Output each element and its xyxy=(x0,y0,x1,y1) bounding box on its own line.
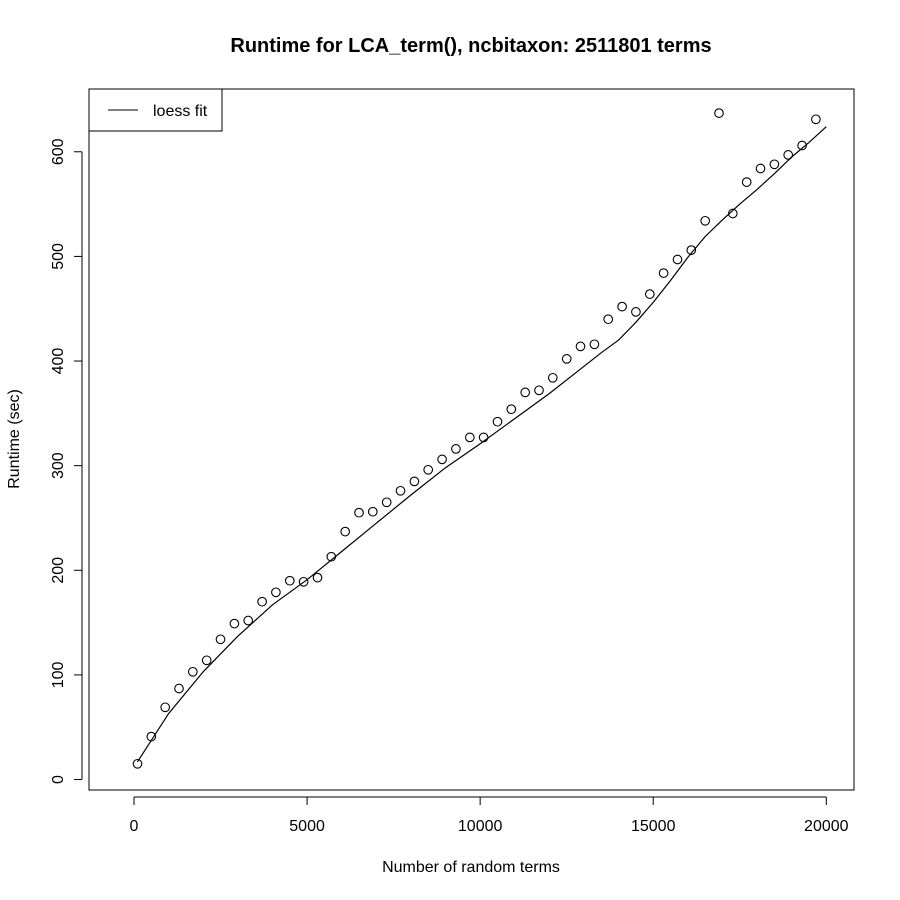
data-point xyxy=(672,254,683,265)
data-point xyxy=(727,208,738,219)
data-point xyxy=(631,307,641,317)
data-point xyxy=(284,575,295,586)
y-tick-label: 600 xyxy=(50,138,67,165)
data-point xyxy=(423,464,434,475)
y-tick-label: 100 xyxy=(50,661,67,688)
legend-label-loess-fit: loess fit xyxy=(153,103,208,120)
data-point xyxy=(714,108,724,118)
y-axis: 0 100 200 300 400 500 600 xyxy=(50,138,83,784)
x-tick-label: 5000 xyxy=(289,818,325,835)
data-point xyxy=(381,497,392,508)
data-point xyxy=(769,159,780,170)
data-point xyxy=(201,655,212,666)
data-point xyxy=(257,596,267,607)
chart-title: Runtime for LCA_term(), ncbitaxon: 25118… xyxy=(230,35,711,57)
data-point xyxy=(658,268,669,278)
y-axis-label: Runtime (sec) xyxy=(6,389,23,489)
x-tick-label: 0 xyxy=(130,818,139,835)
data-point xyxy=(506,404,517,415)
data-point xyxy=(243,615,254,626)
data-point xyxy=(464,432,475,443)
data-point xyxy=(575,341,586,352)
plot-area-frame xyxy=(88,88,855,791)
data-point xyxy=(312,572,323,583)
y-tick-label: 500 xyxy=(50,243,67,270)
y-tick-label: 0 xyxy=(50,775,67,784)
data-point xyxy=(700,215,711,226)
data-point xyxy=(520,387,531,398)
data-point xyxy=(354,507,364,518)
loess-fit-layer xyxy=(136,126,827,763)
x-tick-label: 15000 xyxy=(631,818,676,835)
data-point xyxy=(492,416,503,427)
data-point xyxy=(741,177,752,187)
data-point xyxy=(617,301,627,312)
x-axis: 0 5000 10000 15000 20000 xyxy=(130,796,849,835)
data-point xyxy=(271,587,281,598)
data-point xyxy=(644,289,655,299)
data-point xyxy=(298,576,309,587)
data-point xyxy=(187,666,198,677)
data-point xyxy=(215,634,226,645)
y-tick-label: 200 xyxy=(50,557,67,584)
data-point xyxy=(132,758,143,769)
data-point xyxy=(160,702,171,713)
y-tick-label: 400 xyxy=(50,348,67,375)
data-point xyxy=(174,683,184,694)
data-point xyxy=(326,551,337,562)
data-point xyxy=(478,432,489,443)
data-point xyxy=(547,372,558,383)
x-axis-label: Number of random terms xyxy=(382,859,560,876)
y-tick-label: 300 xyxy=(50,452,67,479)
data-point xyxy=(340,526,351,537)
data-point xyxy=(811,114,821,125)
data-point xyxy=(589,339,600,350)
data-point xyxy=(755,163,766,174)
data-point xyxy=(603,314,614,325)
data-point xyxy=(451,444,461,454)
data-point xyxy=(686,245,697,255)
data-point xyxy=(561,354,572,364)
data-point xyxy=(395,485,406,496)
x-tick-label: 10000 xyxy=(458,818,503,835)
legend: loess fit xyxy=(88,88,223,132)
data-point xyxy=(783,150,794,160)
loess-fit-line xyxy=(136,126,827,763)
data-point xyxy=(534,385,544,396)
data-point xyxy=(797,140,807,151)
data-point xyxy=(409,476,420,487)
x-tick-label: 20000 xyxy=(804,818,849,835)
data-points-layer xyxy=(132,108,821,769)
data-point xyxy=(437,454,447,465)
data-point xyxy=(229,618,240,629)
data-point xyxy=(146,731,157,742)
data-point xyxy=(367,506,378,517)
